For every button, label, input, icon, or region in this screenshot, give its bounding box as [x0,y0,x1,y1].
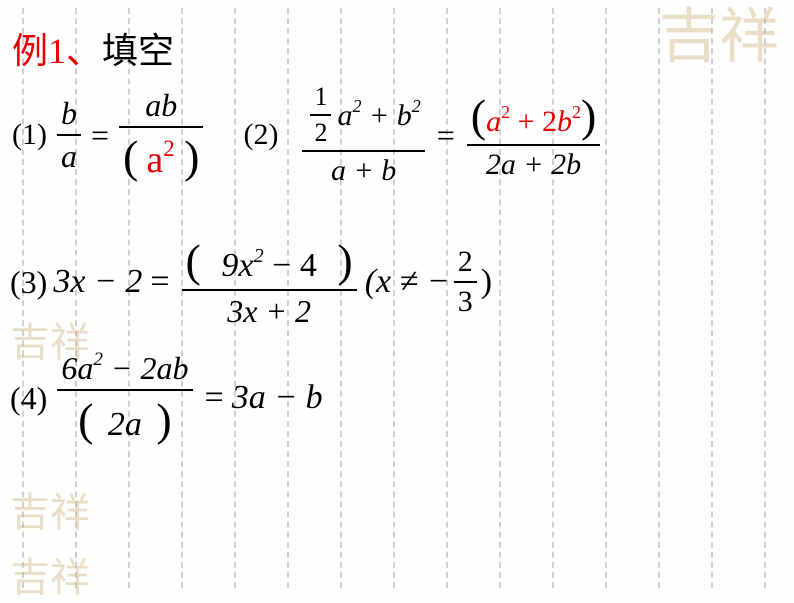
p2-half: 1 2 [310,82,331,148]
p4-top: 6a2 − 2ab [57,350,192,387]
frac-2-rhs: (a2 + 2b2) 2a + 2b [467,89,601,182]
p3-cond-pre: (x ≠ − [365,263,450,301]
p4-answer: 2a [102,406,148,443]
p2-lhs-top: 1 2 a2 + b2 [302,82,424,148]
label-1: (1) [12,118,47,152]
title: 例1、填空 [12,22,784,74]
row-1-2: (1) b a = ab ( a2 ) (2) [12,82,784,188]
eq-2: 1 2 a2 + b2 a + b = (a2 + 2b2) 2a + 2b [298,82,604,188]
frac-1-rhs: ab ( a2 ) [119,87,203,183]
frac-2-lhs: 1 2 a2 + b2 a + b [302,82,424,188]
p1-lhs-top: b [57,95,81,132]
p4-bot: ( 2a ) [74,393,176,446]
p1-rhs-bot: ( a2 ) [119,130,203,183]
p3-lhs: 3x − 2 [53,263,142,301]
frac-4-lhs: 6a2 − 2ab ( 2a ) [57,350,192,446]
eq-1: b a = ab ( a2 ) [53,87,207,183]
title-prefix: 例1、 [12,31,102,71]
eq-4: 6a2 − 2ab ( 2a ) = 3a − b [53,350,322,446]
p4-eq: = [205,379,224,417]
p2-rhs-bot: 2a + 2b [482,148,585,182]
watermark-small-2: 吉祥 [10,480,90,538]
watermark-small-3: 吉祥 [10,545,90,603]
slide-content: 例1、填空 (1) b a = ab ( a2 ) [0,0,794,474]
frac-3-rhs: ( 9x2 − 4 ) 3x + 2 [182,234,357,330]
title-rest: 填空 [102,31,174,71]
row-4: (4) 6a2 − 2ab ( 2a ) = 3a − b [10,350,784,446]
label-4: (4) [10,380,47,417]
p1-lhs-bot: a [57,138,81,175]
p1-answer: a2 [146,139,184,181]
p2-rhs-top: (a2 + 2b2) [467,89,601,142]
eq-3: 3x − 2 = ( 9x2 − 4 ) 3x + 2 (x ≠ − 2 3 ) [53,234,492,330]
p3-eq: = [150,263,169,301]
p3-cond-frac: 2 3 [454,245,477,319]
p1-eq: = [91,117,109,154]
row-3: (3) 3x − 2 = ( 9x2 − 4 ) 3x + 2 (x ≠ − 2… [10,234,784,330]
p4-rhs: 3a − b [232,379,323,417]
p2-eq: = [437,117,455,154]
p3-cond-post: ) [481,263,492,301]
p3-rhs-bot: 3x + 2 [223,293,315,330]
p1-rhs-top: ab [141,87,181,124]
label-3: (3) [10,264,47,301]
p2-lhs-bot: a + b [327,154,400,188]
frac-1-lhs: b a [57,95,81,175]
p3-rhs-top: ( 9x2 − 4 ) [182,234,357,287]
label-2: (2) [243,118,278,152]
